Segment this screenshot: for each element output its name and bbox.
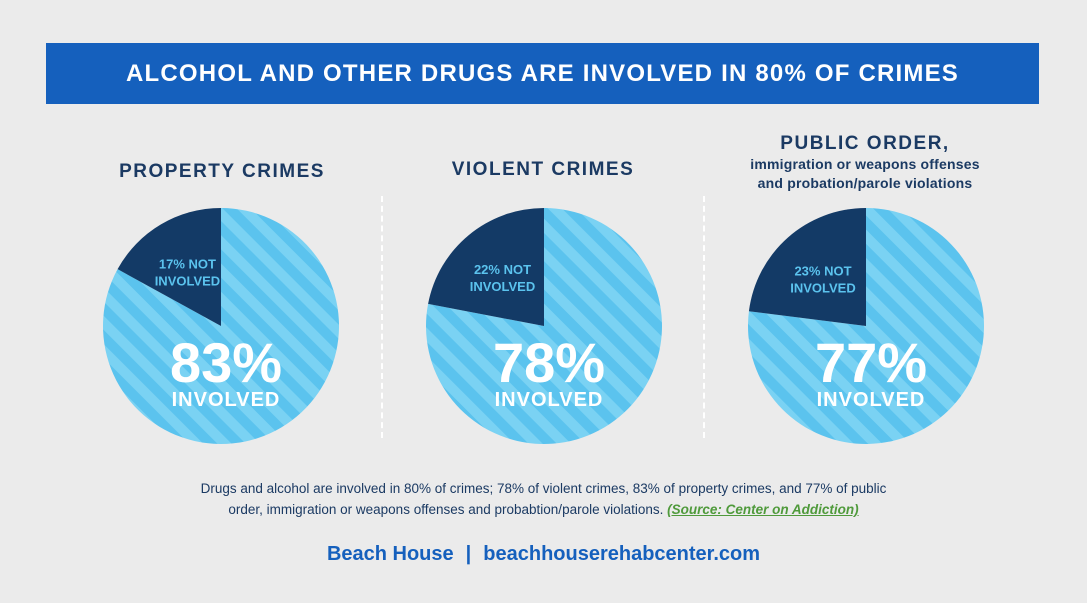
data-label-involved-violent: INVOLVED (495, 389, 604, 411)
data-label-involved-property: INVOLVED (172, 389, 281, 411)
caption-line-2-text: order, immigration or weapons offenses a… (228, 502, 664, 517)
data-label-percent-property: 83% (170, 331, 282, 394)
pie-slice-not-involved-property (117, 208, 221, 326)
footer-brand: Beach House (326, 543, 454, 565)
caption: Drugs and alcohol are involved in 80% of… (0, 478, 1087, 520)
page-title: ALCOHOL AND OTHER DRUGS ARE INVOLVED IN … (126, 59, 959, 87)
data-label-not-percent-property: 17% NOT (159, 257, 216, 272)
title-banner: ALCOHOL AND OTHER DRUGS ARE INVOLVED IN … (46, 43, 1039, 104)
pie-slice-not-involved-public-order (748, 208, 866, 326)
footer: Beach House | beachhouserehabcenter.com (0, 543, 1087, 566)
chart-subtitle-public-order-1: immigration or weapons offenses (750, 156, 980, 172)
data-label-not-involved-public-order: INVOLVED (790, 280, 856, 295)
data-label-percent-violent: 78% (493, 331, 605, 394)
footer-url[interactable]: beachhouserehabcenter.com (483, 543, 761, 565)
chart-title-public-order: PUBLIC ORDER, (780, 133, 950, 154)
pie-slice-involved-property (102, 208, 339, 445)
caption-line-2: order, immigration or weapons offenses a… (0, 499, 1087, 520)
data-label-not-involved-property: INVOLVED (155, 274, 221, 289)
chart-title-violent: VIOLENT CRIMES (451, 159, 635, 180)
footer-separator: | (465, 543, 472, 565)
caption-line-1: Drugs and alcohol are involved in 80% of… (200, 481, 887, 496)
data-label-percent-public-order: 77% (815, 331, 927, 394)
data-label-not-percent-violent: 22% NOT (474, 262, 531, 277)
divider-left (381, 196, 383, 438)
data-label-involved-public-order: INVOLVED (817, 389, 926, 411)
data-label-not-involved-violent: INVOLVED (470, 279, 536, 294)
pie-slice-involved-violent (426, 208, 663, 444)
divider-right (703, 196, 705, 438)
pie-slice-not-involved-violent (428, 208, 544, 326)
chart-title-property: PROPERTY CRIMES (119, 161, 325, 182)
data-label-not-percent-public-order: 23% NOT (794, 263, 851, 278)
chart-subtitle-public-order-2: and probation/parole violations (757, 175, 973, 191)
source-link[interactable]: (Source: Center on Addiction) (667, 502, 859, 517)
